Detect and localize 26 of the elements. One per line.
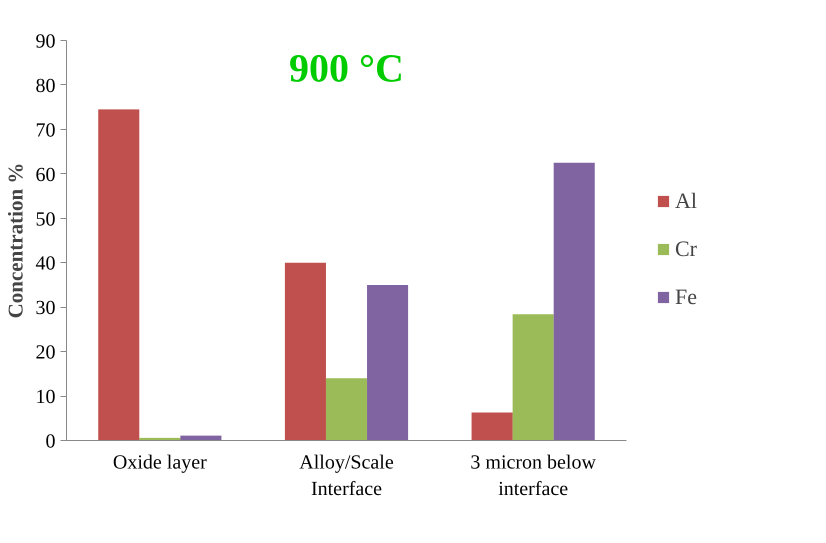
bar [284,262,326,440]
bar [512,314,554,440]
legend-label: Fe [675,284,697,310]
bar [98,109,140,440]
y-tick-label: 80 [36,74,56,97]
y-axis-title: Concentration % [4,162,28,318]
x-tick-label: Alloy/Scale Interface [299,452,394,500]
y-tick-label: 10 [36,386,56,408]
y-tick-label: 30 [36,297,56,320]
bar [180,436,222,440]
bar [367,284,408,440]
bar [326,378,368,440]
legend-label: Al [675,188,697,214]
y-tick-label: 60 [36,164,56,186]
y-tick-label: 20 [36,342,56,364]
x-tick-label: 3 micron below interface [470,452,596,500]
bar [554,162,595,440]
chart-title: 900 °C [289,46,404,90]
y-tick-label: 40 [36,252,56,275]
bar [472,412,513,440]
y-tick-label: 70 [36,119,56,142]
x-tick-label: Oxide layer [112,452,208,474]
y-tick-label: 0 [46,430,56,452]
legend-label: Cr [675,236,697,262]
y-tick-label: 50 [36,208,56,230]
y-tick-label: 90 [36,30,56,52]
